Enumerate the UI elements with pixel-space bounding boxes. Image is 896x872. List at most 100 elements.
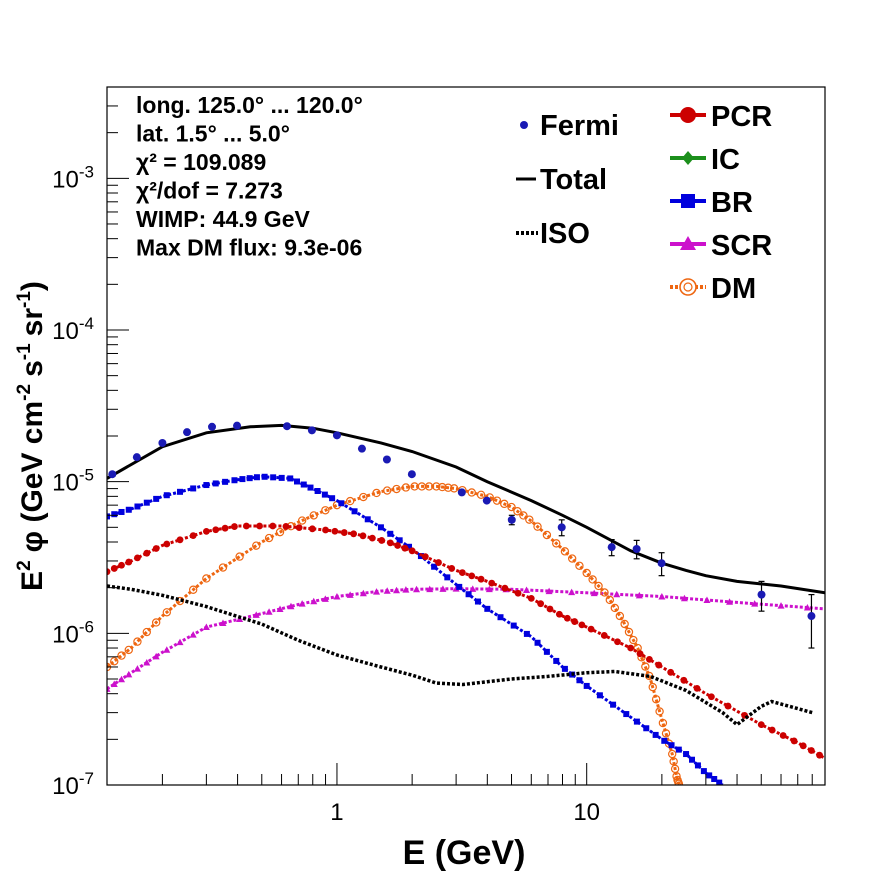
series-pcr-marker <box>231 523 238 530</box>
series-br-marker <box>329 495 336 502</box>
series-pcr-marker <box>282 523 290 530</box>
series-br-marker <box>377 524 384 531</box>
series-scr-marker <box>202 623 210 631</box>
series-pcr-marker <box>724 702 732 710</box>
fermi-data-point <box>482 496 491 505</box>
legend-symbol-dm-inner <box>683 282 693 292</box>
series-pcr-marker <box>680 676 688 684</box>
series-pcr-marker <box>143 549 151 557</box>
series-br-marker <box>465 591 472 598</box>
fermi-data-point <box>332 431 341 440</box>
series-pcr-marker <box>807 747 815 754</box>
series-br-marker <box>675 746 682 753</box>
fermi-data-point <box>382 455 391 464</box>
series-br-marker <box>203 482 210 489</box>
fermi-data-point <box>407 470 416 479</box>
series-pcr-marker <box>221 524 229 532</box>
series-dm-marker <box>651 695 661 704</box>
series-dm-marker <box>117 651 126 660</box>
series-pcr-marker <box>693 684 701 692</box>
series-br-marker <box>107 513 110 520</box>
series-br-marker <box>293 478 300 485</box>
series-scr-marker <box>321 595 329 602</box>
series-pcr-marker <box>527 594 535 602</box>
info-line: Max DM flux: 9.3e-06 <box>136 235 362 261</box>
fermi-data-point <box>233 421 242 430</box>
fermi-data-point <box>283 422 292 431</box>
fermi-data-point <box>108 470 117 479</box>
info-line: χ² = 109.089 <box>136 149 266 175</box>
y-tick-label: 10-7 <box>52 769 94 800</box>
series-scr-marker <box>703 596 711 604</box>
fermi-data-point <box>607 543 616 552</box>
series-scr-marker <box>152 652 160 660</box>
series-dm-marker <box>133 637 142 646</box>
series-scr-marker <box>439 585 447 592</box>
y-title-sr: sr <box>16 308 49 337</box>
series-dm-marker <box>525 515 534 524</box>
series-scr-marker <box>333 592 341 600</box>
fermi-data-point <box>357 444 366 453</box>
series-pcr-marker <box>401 544 409 552</box>
series-pcr-marker <box>779 732 787 739</box>
series-dm-marker <box>124 645 133 655</box>
series-scr-marker <box>777 602 785 609</box>
series-br-marker <box>261 473 268 480</box>
legend-symbol-scr <box>680 236 696 250</box>
series-br-marker <box>474 598 481 605</box>
series-dm-marker <box>620 619 629 629</box>
series-scr-marker <box>298 600 306 607</box>
series-br-marker <box>553 657 560 664</box>
series-pcr-marker <box>202 527 210 535</box>
series-pcr-marker <box>768 726 776 734</box>
series-br-marker <box>456 583 463 590</box>
series-br-marker <box>534 639 541 646</box>
series-dm-marker <box>449 484 459 493</box>
series-dm-marker <box>658 718 668 728</box>
x-tick-label: 1 <box>330 799 343 826</box>
series-dm-marker <box>444 483 453 492</box>
series-br-marker <box>561 665 568 672</box>
series-scr-marker <box>176 638 184 646</box>
series-pcr-marker <box>816 751 823 759</box>
legend-label: IC <box>711 144 740 176</box>
series-pcr-marker <box>435 559 442 566</box>
series-dm-marker <box>600 588 609 597</box>
series-pcr-marker <box>600 632 608 639</box>
series-dm-marker <box>519 511 528 520</box>
series-br-marker <box>694 762 701 769</box>
series-scr-marker <box>658 592 666 600</box>
series-br-marker <box>596 692 603 699</box>
series-pcr-marker <box>563 614 571 622</box>
series-scr-marker <box>219 619 227 627</box>
series-pcr-marker <box>707 693 715 701</box>
legend-symbol-fermi <box>520 121 528 129</box>
series-br-marker <box>543 648 550 655</box>
series-scr-marker <box>163 646 171 653</box>
series-scr-marker <box>590 589 598 597</box>
series-dm-marker <box>507 502 516 512</box>
series-scr-marker <box>751 600 759 607</box>
series-pcr-marker <box>331 527 339 535</box>
series-dm-marker <box>605 595 615 605</box>
fermi-data-point <box>657 559 666 568</box>
series-dm-marker <box>275 527 285 537</box>
series-dm-marker <box>542 530 552 540</box>
fermi-data-point <box>557 523 566 532</box>
legend-symbol-br <box>681 194 695 208</box>
series-dm-marker <box>401 483 411 492</box>
series-pcr-marker <box>587 625 595 633</box>
legend-label: PCR <box>711 101 772 133</box>
series-dm-marker <box>500 499 509 509</box>
series-pcr-marker <box>256 522 263 530</box>
legend-label: SCR <box>711 230 772 262</box>
series-fermi <box>108 421 816 649</box>
series-pcr-marker <box>799 742 807 750</box>
series-dm-marker <box>615 611 625 621</box>
series-pcr-marker <box>546 605 554 613</box>
series-scr-marker <box>125 670 133 678</box>
info-line: long. 125.0° ... 120.0° <box>136 92 363 118</box>
series-pcr-marker <box>295 524 303 532</box>
series-br-marker <box>270 474 277 481</box>
series-scr-marker <box>726 598 734 605</box>
